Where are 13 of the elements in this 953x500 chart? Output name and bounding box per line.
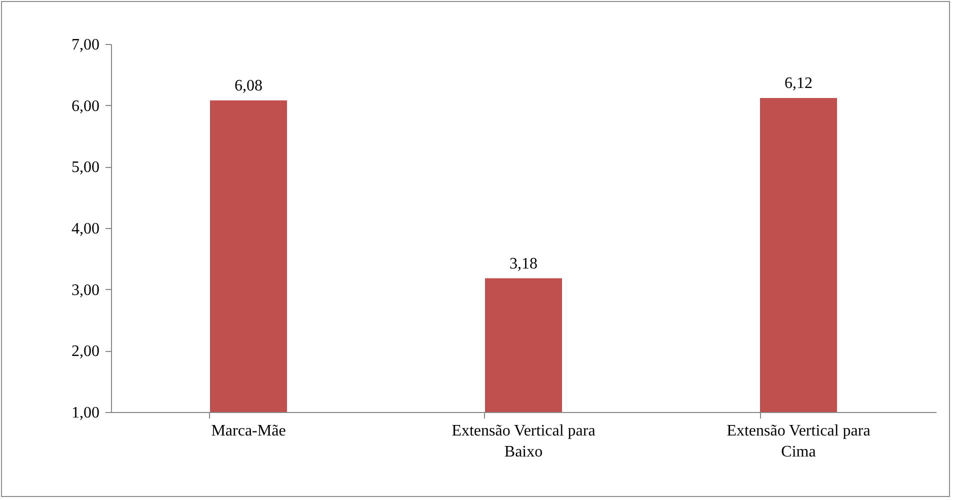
x-tick-label: Extensão Vertical para Baixo xyxy=(452,422,596,460)
y-tick-label: 1,00 xyxy=(72,404,100,422)
x-tick-label: Extensão Vertical para Cima xyxy=(726,422,870,460)
x-tick-label: Marca-Mãe xyxy=(211,422,286,440)
y-tick-label: 2,00 xyxy=(72,343,100,360)
y-tick-label: 7,00 xyxy=(72,36,100,54)
data-label: 3,18 xyxy=(510,255,538,272)
y-tick-label: 6,00 xyxy=(72,98,100,115)
y-tick-label: 5,00 xyxy=(72,159,100,176)
data-label: 6,12 xyxy=(784,74,812,92)
y-tick-label: 3,00 xyxy=(72,282,100,299)
y-tick-label: 4,00 xyxy=(72,220,100,238)
data-label: 6,08 xyxy=(234,77,262,94)
